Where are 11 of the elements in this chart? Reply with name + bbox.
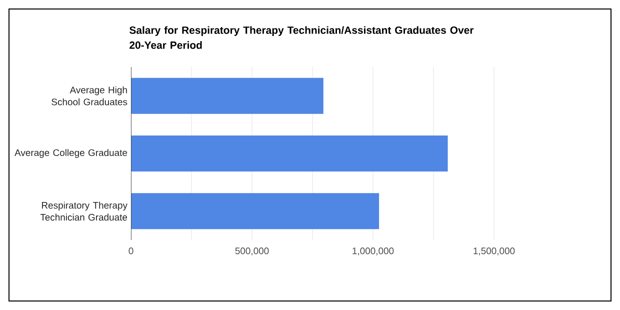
y-tick-label: Respiratory Therapy Technician Graduate <box>40 202 128 221</box>
chart-title: Salary for Respiratory Therapy Technician/Assistant Graduates Over 20-Year Period <box>130 26 474 49</box>
x-tick-label: 500,000 <box>235 248 269 256</box>
x-tick-label: 1,000,000 <box>352 248 394 256</box>
bar <box>131 78 324 114</box>
x-tick-label: 0 <box>128 248 134 254</box>
x-tick-label: 1,500,000 <box>474 248 515 256</box>
bar <box>131 193 380 230</box>
y-tick-label: Average High School Graduates <box>52 86 128 106</box>
y-tick-label: Average College Graduate <box>14 149 128 158</box>
bar <box>131 136 448 172</box>
